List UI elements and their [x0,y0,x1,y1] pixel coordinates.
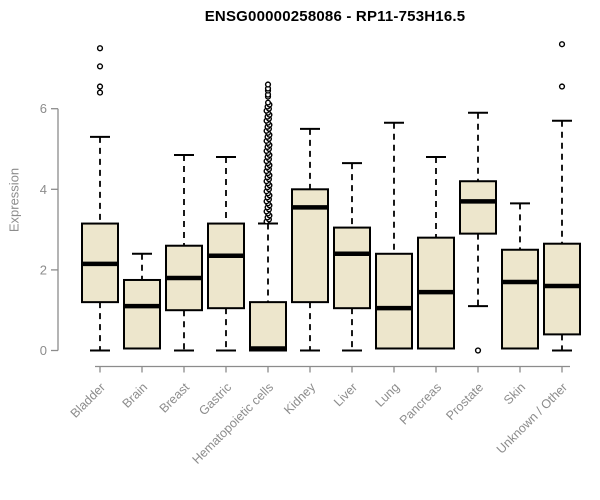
x-axis-category-label: Unknown / Other [494,380,570,456]
box-iqr [333,226,371,310]
boxplot-brain [123,252,161,350]
box-iqr [543,242,581,336]
x-axis-category-label: Gastric [196,380,234,418]
boxplot-prostate [459,111,497,354]
box-iqr [375,252,413,350]
y-axis-tick-label: 6 [40,101,47,116]
box-iqr [501,248,539,350]
outlier-point [96,83,104,90]
outlier-point [558,83,566,90]
outlier-point [96,89,104,96]
x-axis-category-label: Breast [157,380,193,416]
boxplot-gastric [207,156,245,352]
boxplot-liver [333,162,371,352]
boxplot-kidney [291,127,329,352]
outlier-band-point [265,99,272,106]
outlier-point [264,81,272,88]
x-axis-category-label: Hematopoietic cells [190,380,277,467]
boxplot-pancreas [417,156,455,350]
x-axis-category-label: Liver [331,380,360,409]
box-iqr [207,222,245,310]
boxplot-lung [375,121,413,350]
outlier-point [474,347,482,354]
x-axis-category-label: Prostate [443,380,486,423]
x-axis-category-label: Bladder [68,380,108,420]
boxplot-unknown-other [543,41,581,352]
chart-title: ENSG00000258086 - RP11-753H16.5 [204,8,466,25]
boxplot-skin [501,202,539,350]
x-axis-category-label: Lung [373,380,403,410]
y-axis-tick-label: 2 [40,262,47,277]
x-axis-category-label: Brain [120,380,151,411]
box-iqr [123,278,161,350]
x-axis-category-label: Skin [501,380,528,407]
box-iqr [249,301,287,352]
outlier-point [96,45,104,52]
outlier-point [96,63,104,70]
x-axis-category-label: Kidney [281,380,318,417]
y-axis-tick-label: 0 [40,343,47,358]
y-axis-tick-label: 4 [40,182,47,197]
outlier-point [558,41,566,48]
boxplot-hematopoietic-cells [249,81,287,352]
box-iqr [459,180,497,235]
x-axis-category-label: Pancreas [397,380,444,427]
boxplot-bladder [81,45,119,352]
boxplot-breast [165,154,203,352]
